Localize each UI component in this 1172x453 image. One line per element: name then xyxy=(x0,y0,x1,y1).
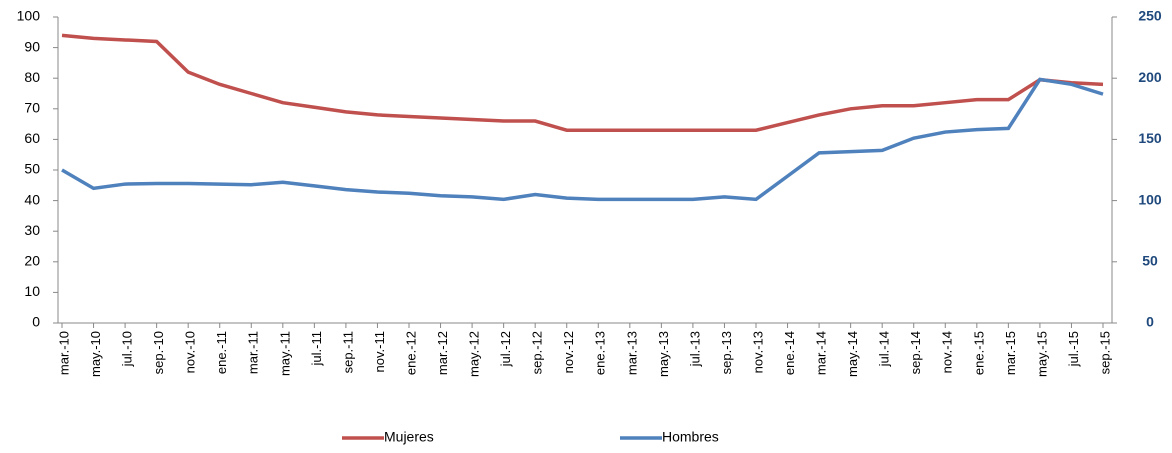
x-tick-label: jul.-13 xyxy=(687,331,702,367)
y-tick-label: 60 xyxy=(24,130,40,146)
y2-tick-label: 0 xyxy=(1146,314,1154,330)
x-tick-label: nov.-12 xyxy=(561,331,576,373)
x-tick-label: nov.-11 xyxy=(372,331,387,372)
x-tick-label: ene.-14 xyxy=(782,331,797,375)
x-tick-label: sep.-11 xyxy=(340,331,355,373)
series-line xyxy=(61,77,1104,202)
y-tick-label: 40 xyxy=(24,191,40,207)
x-tick-label: mar.-14 xyxy=(814,331,829,375)
x-tick-label: nov.-13 xyxy=(750,331,765,373)
y2-tick-label: 200 xyxy=(1138,69,1162,85)
series-line xyxy=(61,33,1104,132)
x-tick-label: may.-12 xyxy=(467,331,482,377)
y-tick-label: 100 xyxy=(17,8,41,24)
x-tick-label: may.-13 xyxy=(656,331,671,377)
y-tick-label: 20 xyxy=(24,253,40,269)
y2-tick-label: 100 xyxy=(1138,191,1162,207)
x-tick-label: sep.-13 xyxy=(719,331,734,374)
x-tick-label: ene.-13 xyxy=(593,331,608,375)
x-tick-label: jul.-14 xyxy=(877,331,892,367)
y-tick-label: 30 xyxy=(24,222,40,238)
x-tick-label: jul.-10 xyxy=(120,331,135,367)
x-tick-label: ene.-12 xyxy=(403,331,418,375)
x-tick-label: jul.-11 xyxy=(309,331,324,366)
y-tick-label: 90 xyxy=(24,38,40,54)
x-tick-label: jul.-12 xyxy=(498,331,513,367)
x-tick-label: mar.-10 xyxy=(56,331,71,375)
legend-label: Mujeres xyxy=(384,429,434,445)
x-tick-label: may.-14 xyxy=(845,331,860,377)
y2-tick-label: 250 xyxy=(1138,8,1162,24)
x-tick-label: mar.-15 xyxy=(1003,331,1018,375)
x-tick-label: sep.-10 xyxy=(151,331,166,374)
y-tick-label: 80 xyxy=(24,69,40,85)
x-tick-label: ene.-11 xyxy=(214,331,229,374)
y-tick-label: 70 xyxy=(24,100,40,116)
x-tick-label: may.-15 xyxy=(1034,331,1049,377)
x-tick-label: sep.-14 xyxy=(908,331,923,374)
x-tick-label: nov.-10 xyxy=(183,331,198,373)
x-tick-label: ene.-15 xyxy=(971,331,986,375)
y-tick-label: 0 xyxy=(32,314,40,330)
x-tick-label: sep.-15 xyxy=(1097,331,1112,374)
x-tick-label: may.-10 xyxy=(88,331,103,377)
x-tick-label: sep.-12 xyxy=(530,331,545,374)
y-tick-label: 50 xyxy=(24,161,40,177)
legend-label: Hombres xyxy=(662,429,719,445)
x-tick-label: mar.-13 xyxy=(624,331,639,375)
x-tick-label: jul.-15 xyxy=(1066,331,1081,367)
x-tick-label: mar.-12 xyxy=(435,331,450,375)
x-tick-label: nov.-14 xyxy=(940,331,955,373)
y-tick-label: 10 xyxy=(24,283,40,299)
x-tick-label: mar.-11 xyxy=(246,331,261,374)
y2-tick-label: 50 xyxy=(1142,253,1158,269)
x-tick-label: may.-11 xyxy=(277,331,292,376)
y2-tick-label: 150 xyxy=(1138,130,1162,146)
